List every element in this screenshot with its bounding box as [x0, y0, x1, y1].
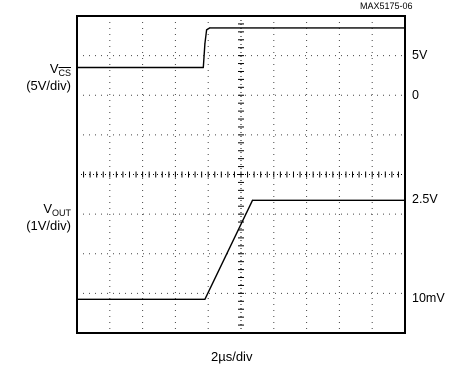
figure-id: MAX5175-06 — [360, 1, 413, 11]
vcs-ref-bottom: 0 — [412, 88, 419, 102]
data-point-vcs — [205, 29, 208, 31]
series-line-vout — [77, 199, 405, 300]
data-point-vcs — [204, 43, 206, 45]
vcs-scale-label: (5V/div) — [26, 78, 71, 93]
vcs-name-main: V — [49, 61, 59, 76]
vout-name-label: VOUT — [43, 202, 71, 220]
data-point-vout — [251, 199, 254, 201]
vout-ref-bottom: 10mV — [412, 291, 445, 305]
vcs-name-sub: CS — [58, 68, 71, 78]
time-scale-label: 2µs/div — [211, 349, 253, 364]
plot-frame — [76, 15, 406, 334]
data-point-vcs — [209, 27, 211, 29]
vcs-ref-top: 5V — [412, 48, 428, 62]
vout-ref-top: 2.5V — [412, 192, 438, 206]
data-point-vcs — [202, 66, 204, 69]
vcs-name-label: VCS — [50, 62, 71, 80]
data-point-vout — [204, 298, 206, 300]
scope-grid — [77, 16, 405, 333]
series-line-vcs — [77, 27, 405, 69]
vout-name-main: V — [43, 201, 52, 216]
vout-scale-label: (1V/div) — [26, 218, 71, 233]
vout-name-sub: OUT — [52, 208, 71, 218]
